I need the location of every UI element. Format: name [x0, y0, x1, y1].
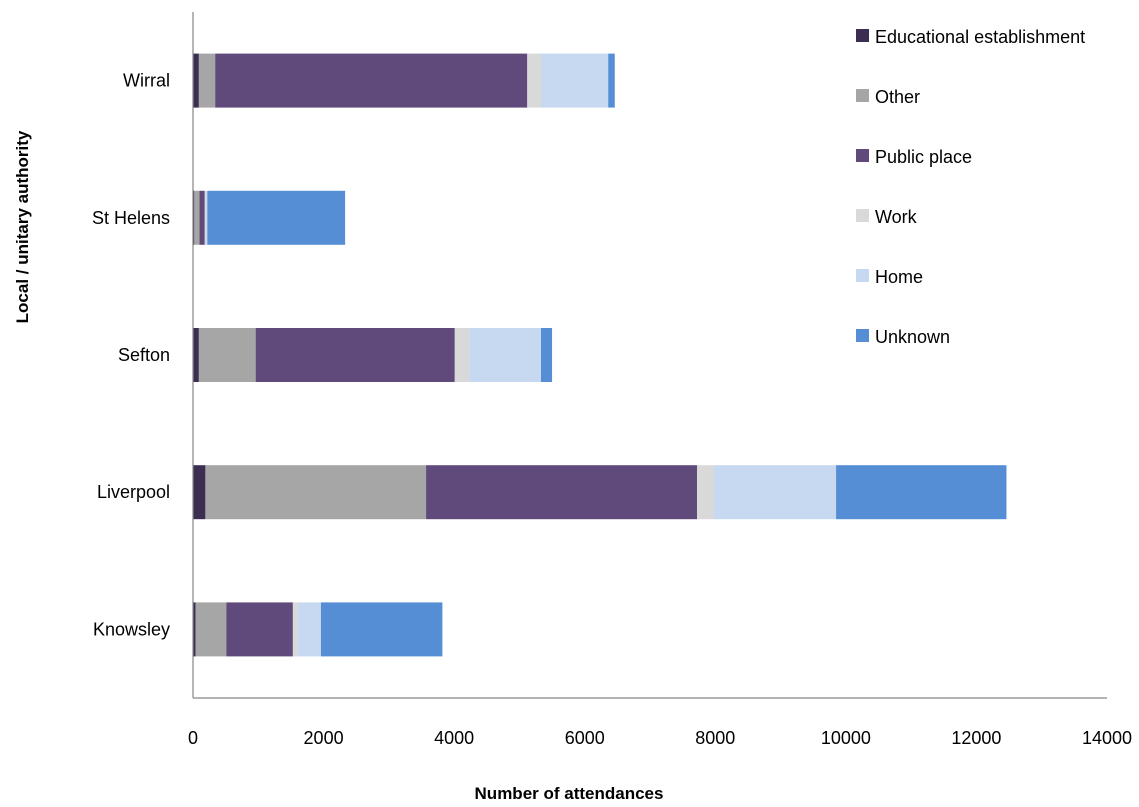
bar-wirral-educational-establishment — [193, 53, 199, 108]
bar-wirral-work — [527, 53, 541, 108]
bar-st-helens-work — [204, 190, 207, 245]
x-axis-title: Number of attendances — [475, 784, 664, 803]
bar-liverpool-other — [205, 465, 427, 520]
legend-swatch — [856, 209, 869, 222]
bar-liverpool-educational-establishment — [193, 465, 206, 520]
y-tick-label: Sefton — [118, 345, 170, 365]
bar-liverpool-home — [713, 465, 837, 520]
bar-sefton-work — [454, 328, 470, 382]
bar-st-helens-home — [206, 190, 208, 245]
bar-wirral-unknown — [608, 53, 615, 108]
bar-wirral-public-place — [215, 53, 528, 108]
bar-wirral-home — [540, 53, 609, 108]
bar-liverpool-public-place — [426, 465, 698, 520]
bar-wirral-other — [198, 53, 216, 108]
bar-sefton-home — [469, 328, 541, 382]
bar-knowsley-other — [195, 602, 227, 657]
bar-knowsley-educational-establishment — [193, 602, 196, 657]
x-tick-label: 6000 — [565, 728, 605, 748]
y-tick-labels: Knowsley Liverpool Sefton St Helens Wirral — [92, 71, 170, 640]
x-tick-label: 2000 — [304, 728, 344, 748]
bar-sefton-other — [198, 328, 256, 382]
bar-st-helens-other — [194, 190, 200, 245]
y-tick-label: Wirral — [123, 71, 170, 91]
y-axis-title: Local / unitary authority — [13, 130, 32, 323]
legend-swatch — [856, 149, 869, 162]
x-tick-label: 10000 — [821, 728, 871, 748]
bar-st-helens-educational-establishment — [193, 190, 195, 245]
x-tick-label: 12000 — [951, 728, 1001, 748]
bars-layer — [193, 53, 1007, 657]
legend-label: Unknown — [875, 327, 950, 347]
legend-swatch — [856, 329, 869, 342]
bar-st-helens-unknown — [207, 190, 346, 245]
legend-label: Other — [875, 87, 920, 107]
bar-knowsley-home — [298, 602, 321, 657]
legend-swatch — [856, 269, 869, 282]
y-tick-label: Liverpool — [97, 482, 170, 502]
bar-liverpool-work — [697, 465, 714, 520]
bar-st-helens-public-place — [199, 190, 205, 245]
legend-label: Educational establishment — [875, 27, 1085, 47]
legend-label: Public place — [875, 147, 972, 167]
bar-sefton-unknown — [540, 328, 553, 382]
legend-swatch — [856, 29, 869, 42]
y-tick-label: St Helens — [92, 208, 170, 228]
x-tick-label: 0 — [188, 728, 198, 748]
y-tick-label: Knowsley — [93, 619, 170, 639]
legend-label: Home — [875, 267, 923, 287]
x-tick-label: 4000 — [434, 728, 474, 748]
bar-knowsley-public-place — [226, 602, 293, 657]
legend-swatch — [856, 89, 869, 102]
bar-knowsley-work — [292, 602, 299, 657]
bar-knowsley-unknown — [320, 602, 443, 657]
x-tick-label: 8000 — [695, 728, 735, 748]
x-tick-labels: 0 2000 4000 6000 8000 10000 12000 14000 — [188, 728, 1132, 748]
x-tick-label: 14000 — [1082, 728, 1132, 748]
legend: Educational establishment Other Public pla… — [856, 27, 1085, 347]
legend-label: Work — [875, 207, 918, 227]
bar-sefton-educational-establishment — [193, 328, 199, 382]
bar-liverpool-unknown — [836, 465, 1007, 520]
bar-sefton-public-place — [255, 328, 455, 382]
